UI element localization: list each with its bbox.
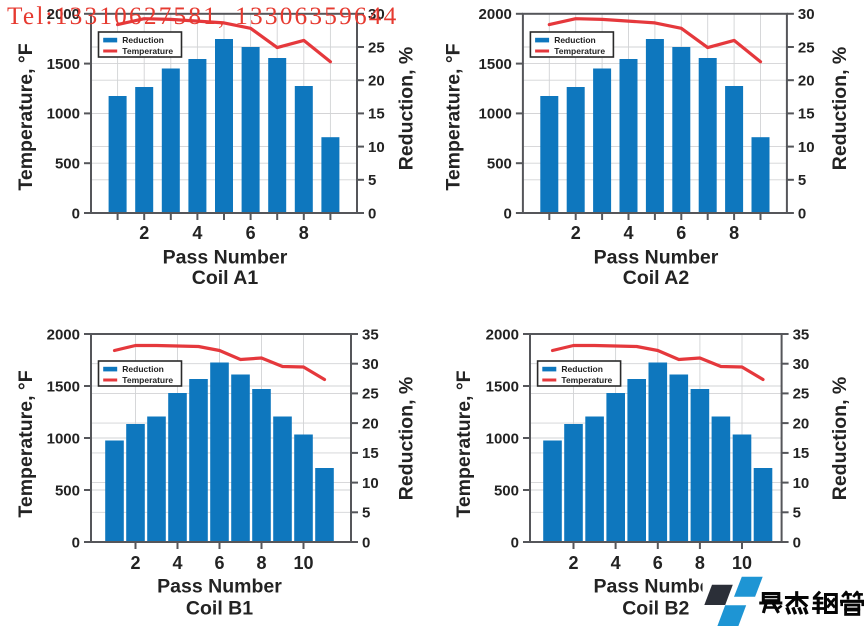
svg-text:Reduction: Reduction bbox=[122, 364, 164, 374]
svg-text:1000: 1000 bbox=[47, 430, 80, 447]
svg-text:Temperature, °F: Temperature, °F bbox=[15, 370, 37, 517]
svg-text:10: 10 bbox=[368, 139, 385, 156]
svg-text:10: 10 bbox=[293, 553, 313, 573]
svg-text:20: 20 bbox=[798, 73, 815, 90]
svg-text:Reduction: Reduction bbox=[554, 35, 596, 45]
svg-text:5: 5 bbox=[368, 172, 376, 189]
svg-text:8: 8 bbox=[256, 553, 266, 573]
svg-text:2000: 2000 bbox=[486, 326, 519, 343]
svg-text:10: 10 bbox=[793, 475, 810, 492]
svg-text:2: 2 bbox=[568, 553, 578, 573]
svg-text:2: 2 bbox=[139, 223, 149, 243]
svg-text:0: 0 bbox=[368, 205, 376, 222]
svg-text:1000: 1000 bbox=[486, 430, 519, 447]
svg-text:5: 5 bbox=[793, 505, 801, 522]
svg-text:Tel:13310627581, 13306359644: Tel:13310627581, 13306359644 bbox=[7, 2, 398, 30]
svg-text:30: 30 bbox=[368, 6, 385, 23]
svg-text:Reduction, %: Reduction, % bbox=[829, 47, 851, 171]
svg-text:2: 2 bbox=[571, 223, 581, 243]
svg-text:4: 4 bbox=[172, 553, 182, 573]
svg-text:500: 500 bbox=[55, 156, 80, 173]
svg-text:5: 5 bbox=[362, 505, 370, 522]
svg-text:Pass Number: Pass Number bbox=[594, 247, 719, 269]
svg-text:Temperature, °F: Temperature, °F bbox=[15, 43, 37, 190]
svg-text:Coil B1: Coil B1 bbox=[186, 598, 253, 620]
svg-text:Reduction, %: Reduction, % bbox=[829, 377, 851, 501]
svg-text:0: 0 bbox=[504, 205, 512, 222]
svg-text:Reduction, %: Reduction, % bbox=[396, 47, 418, 171]
svg-text:15: 15 bbox=[798, 106, 815, 123]
svg-text:15: 15 bbox=[368, 106, 385, 123]
svg-text:500: 500 bbox=[494, 482, 519, 499]
svg-text:15: 15 bbox=[793, 445, 810, 462]
svg-text:30: 30 bbox=[362, 356, 379, 373]
svg-text:0: 0 bbox=[72, 205, 80, 222]
svg-text:Temperature: Temperature bbox=[122, 46, 173, 56]
svg-text:20: 20 bbox=[362, 415, 379, 432]
svg-text:500: 500 bbox=[487, 156, 512, 173]
svg-text:0: 0 bbox=[362, 534, 370, 551]
svg-text:Pass Number: Pass Number bbox=[163, 247, 288, 269]
svg-text:0: 0 bbox=[798, 205, 806, 222]
svg-text:1500: 1500 bbox=[479, 56, 512, 73]
svg-text:1500: 1500 bbox=[47, 378, 80, 395]
svg-text:15: 15 bbox=[362, 445, 379, 462]
svg-text:Coil A1: Coil A1 bbox=[192, 267, 259, 289]
svg-text:5: 5 bbox=[798, 172, 806, 189]
svg-text:25: 25 bbox=[798, 39, 815, 56]
svg-text:20: 20 bbox=[368, 73, 385, 90]
svg-text:30: 30 bbox=[798, 6, 815, 23]
svg-text:35: 35 bbox=[362, 326, 379, 343]
svg-text:10: 10 bbox=[798, 139, 815, 156]
svg-text:1000: 1000 bbox=[47, 106, 80, 123]
svg-text:Pass Number: Pass Number bbox=[593, 575, 718, 597]
svg-text:30: 30 bbox=[793, 356, 810, 373]
svg-text:10: 10 bbox=[732, 553, 752, 573]
svg-text:8: 8 bbox=[299, 223, 309, 243]
svg-text:Temperature: Temperature bbox=[561, 375, 612, 385]
svg-text:10: 10 bbox=[362, 475, 379, 492]
svg-text:0: 0 bbox=[511, 534, 519, 551]
svg-text:2000: 2000 bbox=[47, 326, 80, 343]
svg-text:Reduction: Reduction bbox=[561, 364, 603, 374]
svg-text:0: 0 bbox=[793, 534, 801, 551]
svg-text:25: 25 bbox=[362, 386, 379, 403]
svg-text:8: 8 bbox=[729, 223, 739, 243]
svg-text:Coil A2: Coil A2 bbox=[623, 267, 690, 289]
svg-text:25: 25 bbox=[793, 386, 810, 403]
svg-text:Coil B2: Coil B2 bbox=[622, 598, 689, 620]
svg-text:6: 6 bbox=[653, 553, 663, 573]
svg-text:4: 4 bbox=[623, 223, 633, 243]
svg-text:8: 8 bbox=[695, 553, 705, 573]
svg-text:Reduction, %: Reduction, % bbox=[396, 377, 418, 501]
svg-text:1500: 1500 bbox=[486, 378, 519, 395]
svg-text:35: 35 bbox=[793, 326, 810, 343]
svg-text:4: 4 bbox=[611, 553, 621, 573]
svg-text:6: 6 bbox=[246, 223, 256, 243]
svg-text:Temperature, °F: Temperature, °F bbox=[443, 43, 465, 190]
svg-text:Temperature: Temperature bbox=[554, 46, 605, 56]
svg-text:1500: 1500 bbox=[47, 56, 80, 73]
svg-text:2000: 2000 bbox=[47, 6, 80, 23]
svg-text:0: 0 bbox=[72, 534, 80, 551]
svg-text:Temperature: Temperature bbox=[122, 375, 173, 385]
svg-text:500: 500 bbox=[55, 482, 80, 499]
svg-text:25: 25 bbox=[368, 39, 385, 56]
svg-text:6: 6 bbox=[214, 553, 224, 573]
svg-text:6: 6 bbox=[676, 223, 686, 243]
svg-text:2: 2 bbox=[130, 553, 140, 573]
svg-text:20: 20 bbox=[793, 415, 810, 432]
svg-text:2000: 2000 bbox=[479, 6, 512, 23]
svg-text:Temperature, °F: Temperature, °F bbox=[453, 370, 475, 517]
svg-text:1000: 1000 bbox=[479, 106, 512, 123]
svg-text:Reduction: Reduction bbox=[122, 35, 164, 45]
svg-text:4: 4 bbox=[192, 223, 202, 243]
svg-text:Pass Number: Pass Number bbox=[157, 575, 282, 597]
